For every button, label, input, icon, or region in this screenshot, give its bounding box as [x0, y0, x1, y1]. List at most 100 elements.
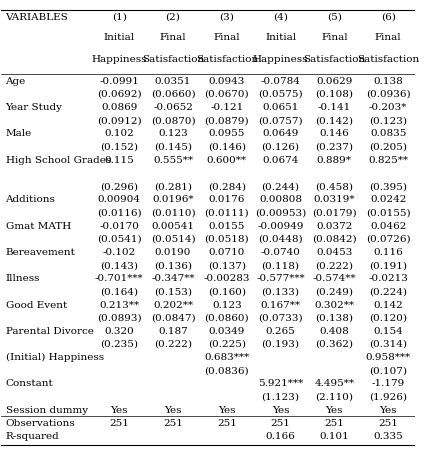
Text: 251: 251 — [163, 419, 183, 428]
Text: Additions: Additions — [6, 195, 55, 204]
Text: -0.0652: -0.0652 — [153, 103, 193, 112]
Text: (5): (5) — [327, 13, 342, 22]
Text: (0.249): (0.249) — [315, 288, 353, 296]
Text: -0.0213: -0.0213 — [368, 274, 408, 283]
Text: (0.0116): (0.0116) — [97, 208, 141, 217]
Text: (0.0893): (0.0893) — [97, 313, 141, 323]
Text: 0.0176: 0.0176 — [209, 195, 245, 204]
Text: (0.0670): (0.0670) — [204, 90, 249, 99]
Text: Happiness: Happiness — [253, 56, 308, 64]
Text: 0.0629: 0.0629 — [316, 77, 352, 86]
Text: 0.683***: 0.683*** — [204, 353, 249, 362]
Text: (0.0733): (0.0733) — [258, 313, 303, 323]
Text: (0.160): (0.160) — [208, 288, 246, 296]
Text: 0.187: 0.187 — [158, 327, 188, 336]
Text: 0.0943: 0.0943 — [209, 77, 245, 86]
Text: (0.296): (0.296) — [100, 182, 138, 191]
Text: (0.0847): (0.0847) — [151, 313, 196, 323]
Text: (0.458): (0.458) — [315, 182, 353, 191]
Text: (2.110): (2.110) — [315, 393, 353, 402]
Text: (Initial) Happiness: (Initial) Happiness — [6, 353, 104, 362]
Text: 0.265: 0.265 — [266, 327, 295, 336]
Text: Satisfaction: Satisfaction — [357, 56, 419, 64]
Text: (0.237): (0.237) — [315, 143, 353, 152]
Text: (0.145): (0.145) — [154, 143, 192, 152]
Text: (0.0842): (0.0842) — [312, 235, 357, 244]
Text: (0.0155): (0.0155) — [366, 208, 410, 217]
Text: (0.138): (0.138) — [315, 313, 353, 323]
Text: (1): (1) — [112, 13, 127, 22]
Text: 0.115: 0.115 — [104, 156, 134, 165]
Text: (0.0692): (0.0692) — [97, 90, 141, 99]
Text: (0.0110): (0.0110) — [151, 208, 196, 217]
Text: 0.302**: 0.302** — [314, 300, 354, 309]
Text: 0.0651: 0.0651 — [262, 103, 299, 112]
Text: 251: 251 — [378, 419, 398, 428]
Text: 5.921***: 5.921*** — [258, 379, 303, 389]
Text: -0.00283: -0.00283 — [204, 274, 250, 283]
Text: Yes: Yes — [164, 406, 182, 415]
Text: VARIABLES: VARIABLES — [6, 13, 68, 22]
Text: -0.203*: -0.203* — [369, 103, 407, 112]
Text: (0.0836): (0.0836) — [204, 366, 249, 375]
Text: 0.0955: 0.0955 — [209, 130, 245, 138]
Text: (0.235): (0.235) — [100, 340, 138, 349]
Text: (2): (2) — [166, 13, 181, 22]
Text: Yes: Yes — [325, 406, 343, 415]
Text: 0.0649: 0.0649 — [262, 130, 299, 138]
Text: 0.0372: 0.0372 — [316, 222, 352, 231]
Text: (0.153): (0.153) — [154, 288, 192, 296]
Text: R-squared: R-squared — [6, 432, 59, 441]
Text: 0.0155: 0.0155 — [209, 222, 245, 231]
Text: (0.284): (0.284) — [208, 182, 246, 191]
Text: High School Grades: High School Grades — [6, 156, 111, 165]
Text: (0.143): (0.143) — [100, 261, 138, 270]
Text: (0.0860): (0.0860) — [204, 313, 249, 323]
Text: 0.00904: 0.00904 — [98, 195, 141, 204]
Text: Happiness: Happiness — [92, 56, 147, 64]
Text: -1.179: -1.179 — [371, 379, 405, 389]
Text: 251: 251 — [271, 419, 291, 428]
Text: (0.0936): (0.0936) — [366, 90, 410, 99]
Text: Final: Final — [375, 34, 401, 42]
Text: (0.126): (0.126) — [262, 143, 299, 152]
Text: 0.0835: 0.0835 — [370, 130, 406, 138]
Text: 0.335: 0.335 — [373, 432, 403, 441]
Text: Yes: Yes — [110, 406, 128, 415]
Text: Yes: Yes — [272, 406, 289, 415]
Text: (0.362): (0.362) — [315, 340, 353, 349]
Text: (0.191): (0.191) — [369, 261, 407, 270]
Text: Session dummy: Session dummy — [6, 406, 88, 415]
Text: -0.0170: -0.0170 — [99, 222, 139, 231]
Text: (0.107): (0.107) — [369, 366, 407, 375]
Text: (0.108): (0.108) — [315, 90, 353, 99]
Text: 0.0319*: 0.0319* — [314, 195, 355, 204]
Text: 0.889*: 0.889* — [317, 156, 352, 165]
Text: Parental Divorce: Parental Divorce — [6, 327, 93, 336]
Text: (0.136): (0.136) — [154, 261, 192, 270]
Text: (0.281): (0.281) — [154, 182, 192, 191]
Text: -0.00949: -0.00949 — [257, 222, 304, 231]
Text: 0.320: 0.320 — [104, 327, 134, 336]
Text: 0.0462: 0.0462 — [370, 222, 406, 231]
Text: 0.167**: 0.167** — [261, 300, 300, 309]
Text: (0.244): (0.244) — [262, 182, 299, 191]
Text: (0.225): (0.225) — [208, 340, 246, 349]
Text: 0.154: 0.154 — [373, 327, 403, 336]
Text: Initial: Initial — [104, 34, 135, 42]
Text: Gmat MATH: Gmat MATH — [6, 222, 71, 231]
Text: Satisfaction: Satisfaction — [142, 56, 204, 64]
Text: Final: Final — [321, 34, 348, 42]
Text: -0.574**: -0.574** — [313, 274, 356, 283]
Text: 4.495**: 4.495** — [314, 379, 354, 389]
Text: (0.137): (0.137) — [208, 261, 246, 270]
Text: 0.0349: 0.0349 — [209, 327, 245, 336]
Text: 0.00541: 0.00541 — [152, 222, 195, 231]
Text: Satisfaction: Satisfaction — [196, 56, 258, 64]
Text: Initial: Initial — [265, 34, 296, 42]
Text: (0.0726): (0.0726) — [366, 235, 410, 244]
Text: 0.101: 0.101 — [320, 432, 349, 441]
Text: 0.958***: 0.958*** — [366, 353, 411, 362]
Text: Bereavement: Bereavement — [6, 248, 75, 257]
Text: 0.600**: 0.600** — [207, 156, 247, 165]
